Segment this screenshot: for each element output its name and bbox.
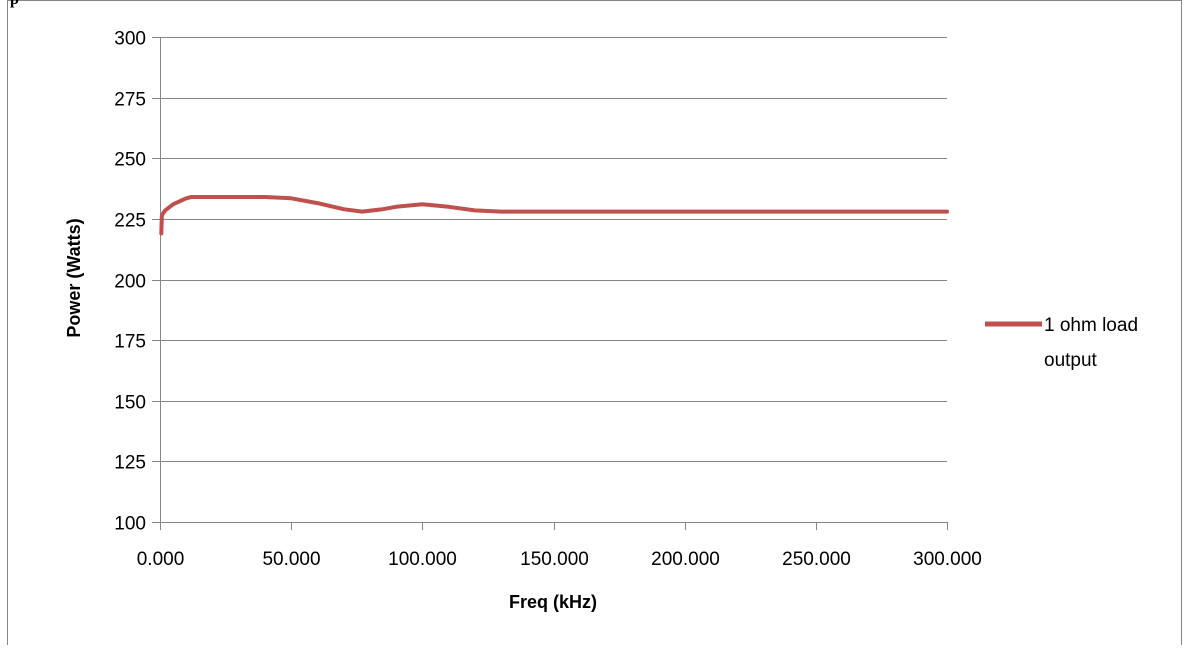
top-text-fragment: p (10, 0, 19, 8)
tick-labels: 100 125 150 175 200 225 250 275 300 0.000 50.000 10… (114, 29, 982, 571)
x-tick-label-50: 50.000 (262, 549, 320, 570)
x-tick-label-100: 100.000 (388, 549, 457, 570)
series-lines (159, 195, 949, 236)
legend-label-line-2: output (1044, 350, 1098, 371)
legend: 1 ohm load output (985, 315, 1138, 371)
x-tick-label-300: 300.000 (913, 549, 982, 570)
y-tick-label-225: 225 (114, 211, 146, 232)
y-tick-label-200: 200 (114, 272, 146, 293)
axes (152, 37, 948, 530)
y-tick-label-100: 100 (114, 514, 146, 535)
x-tick-label-150: 150.000 (520, 549, 589, 570)
y-tick-label-300: 300 (114, 29, 146, 50)
y-axis-title: Power (Watts) (64, 218, 84, 337)
y-tick-label-275: 275 (114, 90, 146, 111)
y-tick-label-125: 125 (114, 453, 146, 474)
x-tick-label-200: 200.000 (651, 549, 720, 570)
y-tick-label-150: 150 (114, 393, 146, 414)
legend-label-line-1: 1 ohm load (1044, 315, 1138, 336)
series-line-1-ohm-load-output (159, 195, 949, 236)
x-tick-label-250: 250.000 (782, 549, 851, 570)
x-axis-title: Freq (kHz) (509, 592, 597, 612)
x-tick-label-0: 0.000 (137, 549, 185, 570)
y-tick-label-175: 175 (114, 332, 146, 353)
y-tick-label-250: 250 (114, 150, 146, 171)
gridlines (160, 37, 947, 462)
